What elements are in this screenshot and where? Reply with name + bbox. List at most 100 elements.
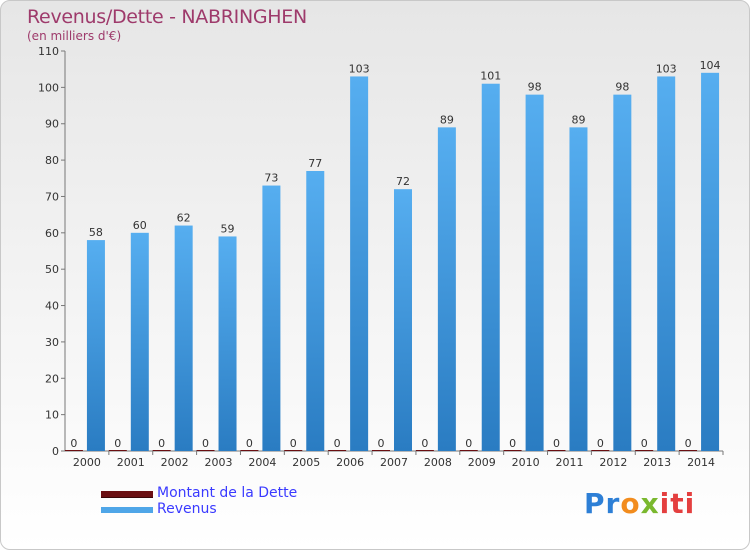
data-label-revenue: 59 — [221, 222, 235, 235]
bar-revenue — [525, 94, 544, 452]
y-tick-label: 30 — [45, 336, 59, 349]
data-label-debt: 0 — [509, 437, 516, 450]
data-label-debt: 0 — [158, 437, 165, 450]
y-tick-label: 60 — [45, 227, 59, 240]
proxiti-logo: Proxiti — [584, 487, 695, 520]
bar-revenue — [306, 171, 325, 451]
x-tick-label: 2009 — [468, 456, 496, 469]
y-tick-label: 70 — [45, 190, 59, 203]
x-tick-label: 2006 — [336, 456, 364, 469]
data-label-revenue: 62 — [177, 212, 191, 225]
x-tick-label: 2013 — [643, 456, 671, 469]
y-tick-label: 0 — [52, 445, 59, 458]
bar-revenue — [174, 225, 193, 451]
x-tick-label: 2000 — [73, 456, 101, 469]
data-label-debt: 0 — [641, 437, 648, 450]
bar-revenue — [262, 185, 281, 451]
y-tick-label: 110 — [38, 45, 59, 58]
bar-revenue — [701, 72, 720, 452]
y-tick-label: 90 — [45, 118, 59, 131]
data-label-revenue: 58 — [89, 226, 103, 239]
bar-debt — [372, 450, 390, 451]
bar-revenue — [481, 83, 500, 452]
bar-debt — [547, 450, 566, 451]
legend-label-debt: Montant de la Dette — [157, 485, 298, 501]
data-label-revenue: 101 — [480, 70, 501, 83]
data-label-revenue: 98 — [615, 81, 629, 94]
legend-swatch-revenue — [101, 507, 153, 513]
bar-debt — [459, 450, 478, 451]
data-label-revenue: 103 — [349, 62, 370, 75]
data-label-revenue: 89 — [440, 113, 454, 126]
legend-label-revenue: Revenus — [157, 501, 217, 517]
bar-debt — [152, 450, 171, 451]
bar-debt — [328, 450, 347, 451]
bar-debt — [196, 450, 215, 451]
data-label-debt: 0 — [70, 437, 77, 450]
y-tick-label: 10 — [45, 409, 59, 422]
x-tick-label: 2007 — [380, 456, 408, 469]
x-tick-label: 2004 — [248, 456, 276, 469]
data-label-revenue: 98 — [528, 81, 542, 94]
x-tick-label: 2001 — [117, 456, 145, 469]
data-label-revenue: 103 — [656, 62, 677, 75]
data-label-revenue: 104 — [700, 59, 721, 72]
x-tick-label: 2002 — [161, 456, 189, 469]
bar-revenue — [569, 127, 588, 451]
x-tick-label: 2010 — [512, 456, 540, 469]
bar-debt — [284, 450, 303, 451]
data-label-debt: 0 — [202, 437, 209, 450]
x-tick-label: 2012 — [599, 456, 627, 469]
logo-part-1: Pr — [584, 487, 621, 520]
y-tick-label: 80 — [45, 154, 59, 167]
bar-debt — [64, 450, 83, 451]
bar-revenue — [86, 240, 105, 451]
y-tick-label: 40 — [45, 300, 59, 313]
bar-debt — [503, 450, 522, 451]
x-tick-label: 2014 — [687, 456, 715, 469]
data-label-debt: 0 — [246, 437, 253, 450]
bar-revenue — [218, 236, 237, 451]
data-label-debt: 0 — [685, 437, 692, 450]
x-tick-label: 2003 — [205, 456, 233, 469]
bar-debt — [635, 450, 654, 451]
data-label-debt: 0 — [114, 437, 121, 450]
bar-revenue — [613, 94, 632, 452]
legend-swatch-debt — [101, 491, 153, 498]
bar-debt — [415, 450, 434, 451]
logo-part-2: o — [620, 487, 641, 520]
logo-part-4: iti — [659, 487, 696, 520]
bar-revenue — [130, 232, 149, 451]
data-label-debt: 0 — [465, 437, 472, 450]
data-label-debt: 0 — [421, 437, 428, 450]
x-tick-label: 2005 — [292, 456, 320, 469]
data-label-debt: 0 — [334, 437, 341, 450]
bar-revenue — [437, 127, 456, 451]
y-tick-label: 50 — [45, 263, 59, 276]
y-tick-label: 100 — [38, 81, 59, 94]
data-label-debt: 0 — [378, 437, 385, 450]
logo-part-3: x — [640, 487, 660, 520]
chart-title: Revenus/Dette - NABRINGHEN — [27, 6, 307, 28]
bar-revenue — [657, 76, 676, 452]
data-label-debt: 0 — [290, 437, 297, 450]
data-label-revenue: 89 — [571, 113, 585, 126]
data-label-revenue: 60 — [133, 219, 147, 232]
data-label-revenue: 72 — [396, 175, 410, 188]
data-label-debt: 0 — [553, 437, 560, 450]
bar-revenue — [350, 76, 369, 452]
y-tick-label: 20 — [45, 372, 59, 385]
data-label-revenue: 77 — [308, 157, 322, 170]
data-label-debt: 0 — [597, 437, 604, 450]
bar-debt — [240, 450, 259, 451]
chart-subtitle: (en milliers d'€) — [27, 29, 122, 43]
x-tick-label: 2008 — [424, 456, 452, 469]
bar-debt — [108, 450, 127, 451]
data-label-revenue: 73 — [264, 172, 278, 185]
bar-revenue — [394, 189, 412, 451]
bar-debt — [591, 450, 610, 451]
bar-debt — [679, 450, 698, 451]
x-tick-label: 2011 — [555, 456, 583, 469]
